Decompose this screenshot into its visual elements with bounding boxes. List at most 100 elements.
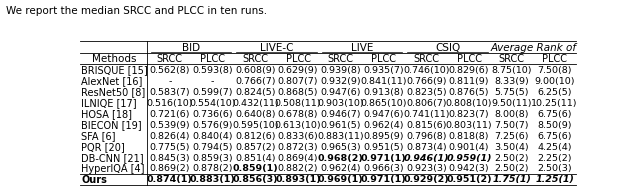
Text: Average Rank of: Average Rank of	[490, 43, 576, 53]
Text: 10.25(11): 10.25(11)	[531, 99, 578, 108]
Text: 0.539(9): 0.539(9)	[150, 121, 190, 130]
Text: DB-CNN [21]: DB-CNN [21]	[81, 153, 144, 163]
Text: SRCC: SRCC	[413, 54, 439, 64]
Text: 0.893(1): 0.893(1)	[275, 176, 321, 184]
Text: AlexNet [16]: AlexNet [16]	[81, 76, 143, 86]
Text: 0.794(5): 0.794(5)	[193, 143, 233, 152]
Text: 8.75(10): 8.75(10)	[492, 66, 532, 75]
Text: SRCC: SRCC	[499, 54, 525, 64]
Text: 0.812(6): 0.812(6)	[235, 132, 276, 141]
Text: 0.869(4): 0.869(4)	[278, 153, 318, 162]
Text: PLCC: PLCC	[456, 54, 482, 64]
Text: 8.50(9): 8.50(9)	[538, 121, 572, 130]
Text: LIVE-C: LIVE-C	[260, 43, 294, 53]
Text: 0.432(11): 0.432(11)	[232, 99, 278, 108]
Text: We report the median SRCC and PLCC in ten runs.: We report the median SRCC and PLCC in te…	[6, 6, 268, 16]
Text: -: -	[211, 77, 214, 86]
Text: HOSA [18]: HOSA [18]	[81, 109, 132, 119]
Text: SRCC: SRCC	[157, 54, 183, 64]
Text: 7.50(7): 7.50(7)	[495, 121, 529, 130]
Text: 0.721(6): 0.721(6)	[150, 110, 190, 119]
Text: 0.947(6): 0.947(6)	[364, 110, 404, 119]
Text: SRCC: SRCC	[243, 54, 268, 64]
Text: 0.965(3): 0.965(3)	[321, 143, 361, 152]
Text: 0.929(2): 0.929(2)	[403, 176, 449, 184]
Text: 0.946(1): 0.946(1)	[404, 153, 449, 162]
Text: 0.826(4): 0.826(4)	[150, 132, 190, 141]
Text: 0.971(1): 0.971(1)	[361, 153, 406, 162]
Text: 0.840(4): 0.840(4)	[193, 132, 233, 141]
Text: CSIQ: CSIQ	[435, 43, 460, 53]
Text: 0.554(10): 0.554(10)	[189, 99, 236, 108]
Text: 0.746(10): 0.746(10)	[403, 66, 450, 75]
Text: PLCC: PLCC	[542, 54, 567, 64]
Text: 0.859(1): 0.859(1)	[232, 164, 278, 174]
Text: 0.613(10): 0.613(10)	[275, 121, 321, 130]
Text: 0.766(9): 0.766(9)	[406, 77, 447, 86]
Text: 0.895(9): 0.895(9)	[364, 132, 404, 141]
Text: 0.969(1): 0.969(1)	[318, 176, 364, 184]
Text: 0.599(7): 0.599(7)	[193, 88, 233, 97]
Text: 0.806(7): 0.806(7)	[406, 99, 447, 108]
Text: 0.962(4): 0.962(4)	[321, 164, 361, 174]
Text: 0.873(4): 0.873(4)	[406, 143, 447, 152]
Text: 0.829(6): 0.829(6)	[449, 66, 490, 75]
Text: 0.640(8): 0.640(8)	[235, 110, 276, 119]
Text: 0.882(2): 0.882(2)	[278, 164, 318, 174]
Text: 1.75(1): 1.75(1)	[492, 176, 531, 184]
Text: 0.857(2): 0.857(2)	[235, 143, 276, 152]
Text: 0.913(8): 0.913(8)	[364, 88, 404, 97]
Text: 0.951(5): 0.951(5)	[364, 143, 404, 152]
Text: 9.00(10): 9.00(10)	[534, 77, 575, 86]
Text: 8.33(9): 8.33(9)	[495, 77, 529, 86]
Text: 0.741(11): 0.741(11)	[403, 110, 450, 119]
Text: 0.939(8): 0.939(8)	[321, 66, 361, 75]
Text: 0.961(5): 0.961(5)	[321, 121, 361, 130]
Text: 0.775(5): 0.775(5)	[150, 143, 190, 152]
Text: 0.845(3): 0.845(3)	[150, 153, 190, 162]
Text: 0.947(6): 0.947(6)	[321, 88, 361, 97]
Text: BID: BID	[182, 43, 200, 53]
Text: 0.901(4): 0.901(4)	[449, 143, 490, 152]
Text: ResNet50 [8]: ResNet50 [8]	[81, 87, 146, 97]
Text: 0.903(10): 0.903(10)	[317, 99, 364, 108]
Text: 0.608(9): 0.608(9)	[235, 66, 276, 75]
Text: 0.841(11): 0.841(11)	[360, 77, 407, 86]
Text: 0.629(9): 0.629(9)	[278, 66, 318, 75]
Text: PLCC: PLCC	[371, 54, 396, 64]
Text: 7.25(6): 7.25(6)	[495, 132, 529, 141]
Text: 4.25(4): 4.25(4)	[538, 143, 572, 152]
Text: 0.593(8): 0.593(8)	[192, 66, 233, 75]
Text: 0.951(2): 0.951(2)	[446, 176, 492, 184]
Text: 0.874(1): 0.874(1)	[147, 176, 193, 184]
Text: 0.923(3): 0.923(3)	[406, 164, 447, 174]
Text: 0.736(6): 0.736(6)	[192, 110, 233, 119]
Text: 0.883(1): 0.883(1)	[189, 176, 236, 184]
Text: BIECON [19]: BIECON [19]	[81, 120, 142, 130]
Text: 0.833(6): 0.833(6)	[278, 132, 319, 141]
Text: 0.562(8): 0.562(8)	[150, 66, 190, 75]
Text: BRISQUE [15]: BRISQUE [15]	[81, 65, 148, 75]
Text: 2.50(2): 2.50(2)	[495, 153, 529, 162]
Text: 6.75(6): 6.75(6)	[538, 132, 572, 141]
Text: 8.00(8): 8.00(8)	[495, 110, 529, 119]
Text: 0.878(2): 0.878(2)	[193, 164, 233, 174]
Text: 0.824(5): 0.824(5)	[235, 88, 276, 97]
Text: 2.50(2): 2.50(2)	[495, 164, 529, 174]
Text: 0.872(3): 0.872(3)	[278, 143, 319, 152]
Text: 0.856(3): 0.856(3)	[232, 176, 278, 184]
Text: 0.868(5): 0.868(5)	[278, 88, 318, 97]
Text: Methods: Methods	[92, 54, 136, 64]
Text: 6.75(6): 6.75(6)	[538, 110, 572, 119]
Text: 0.971(1): 0.971(1)	[361, 176, 406, 184]
Text: 0.932(9): 0.932(9)	[321, 77, 361, 86]
Text: 0.823(5): 0.823(5)	[406, 88, 447, 97]
Text: 2.25(2): 2.25(2)	[538, 153, 572, 162]
Text: 0.803(11): 0.803(11)	[446, 121, 492, 130]
Text: 0.508(11): 0.508(11)	[275, 99, 321, 108]
Text: 0.869(2): 0.869(2)	[150, 164, 190, 174]
Text: 7.50(8): 7.50(8)	[538, 66, 572, 75]
Text: 5.75(5): 5.75(5)	[495, 88, 529, 97]
Text: 0.851(4): 0.851(4)	[235, 153, 276, 162]
Text: 0.942(3): 0.942(3)	[449, 164, 490, 174]
